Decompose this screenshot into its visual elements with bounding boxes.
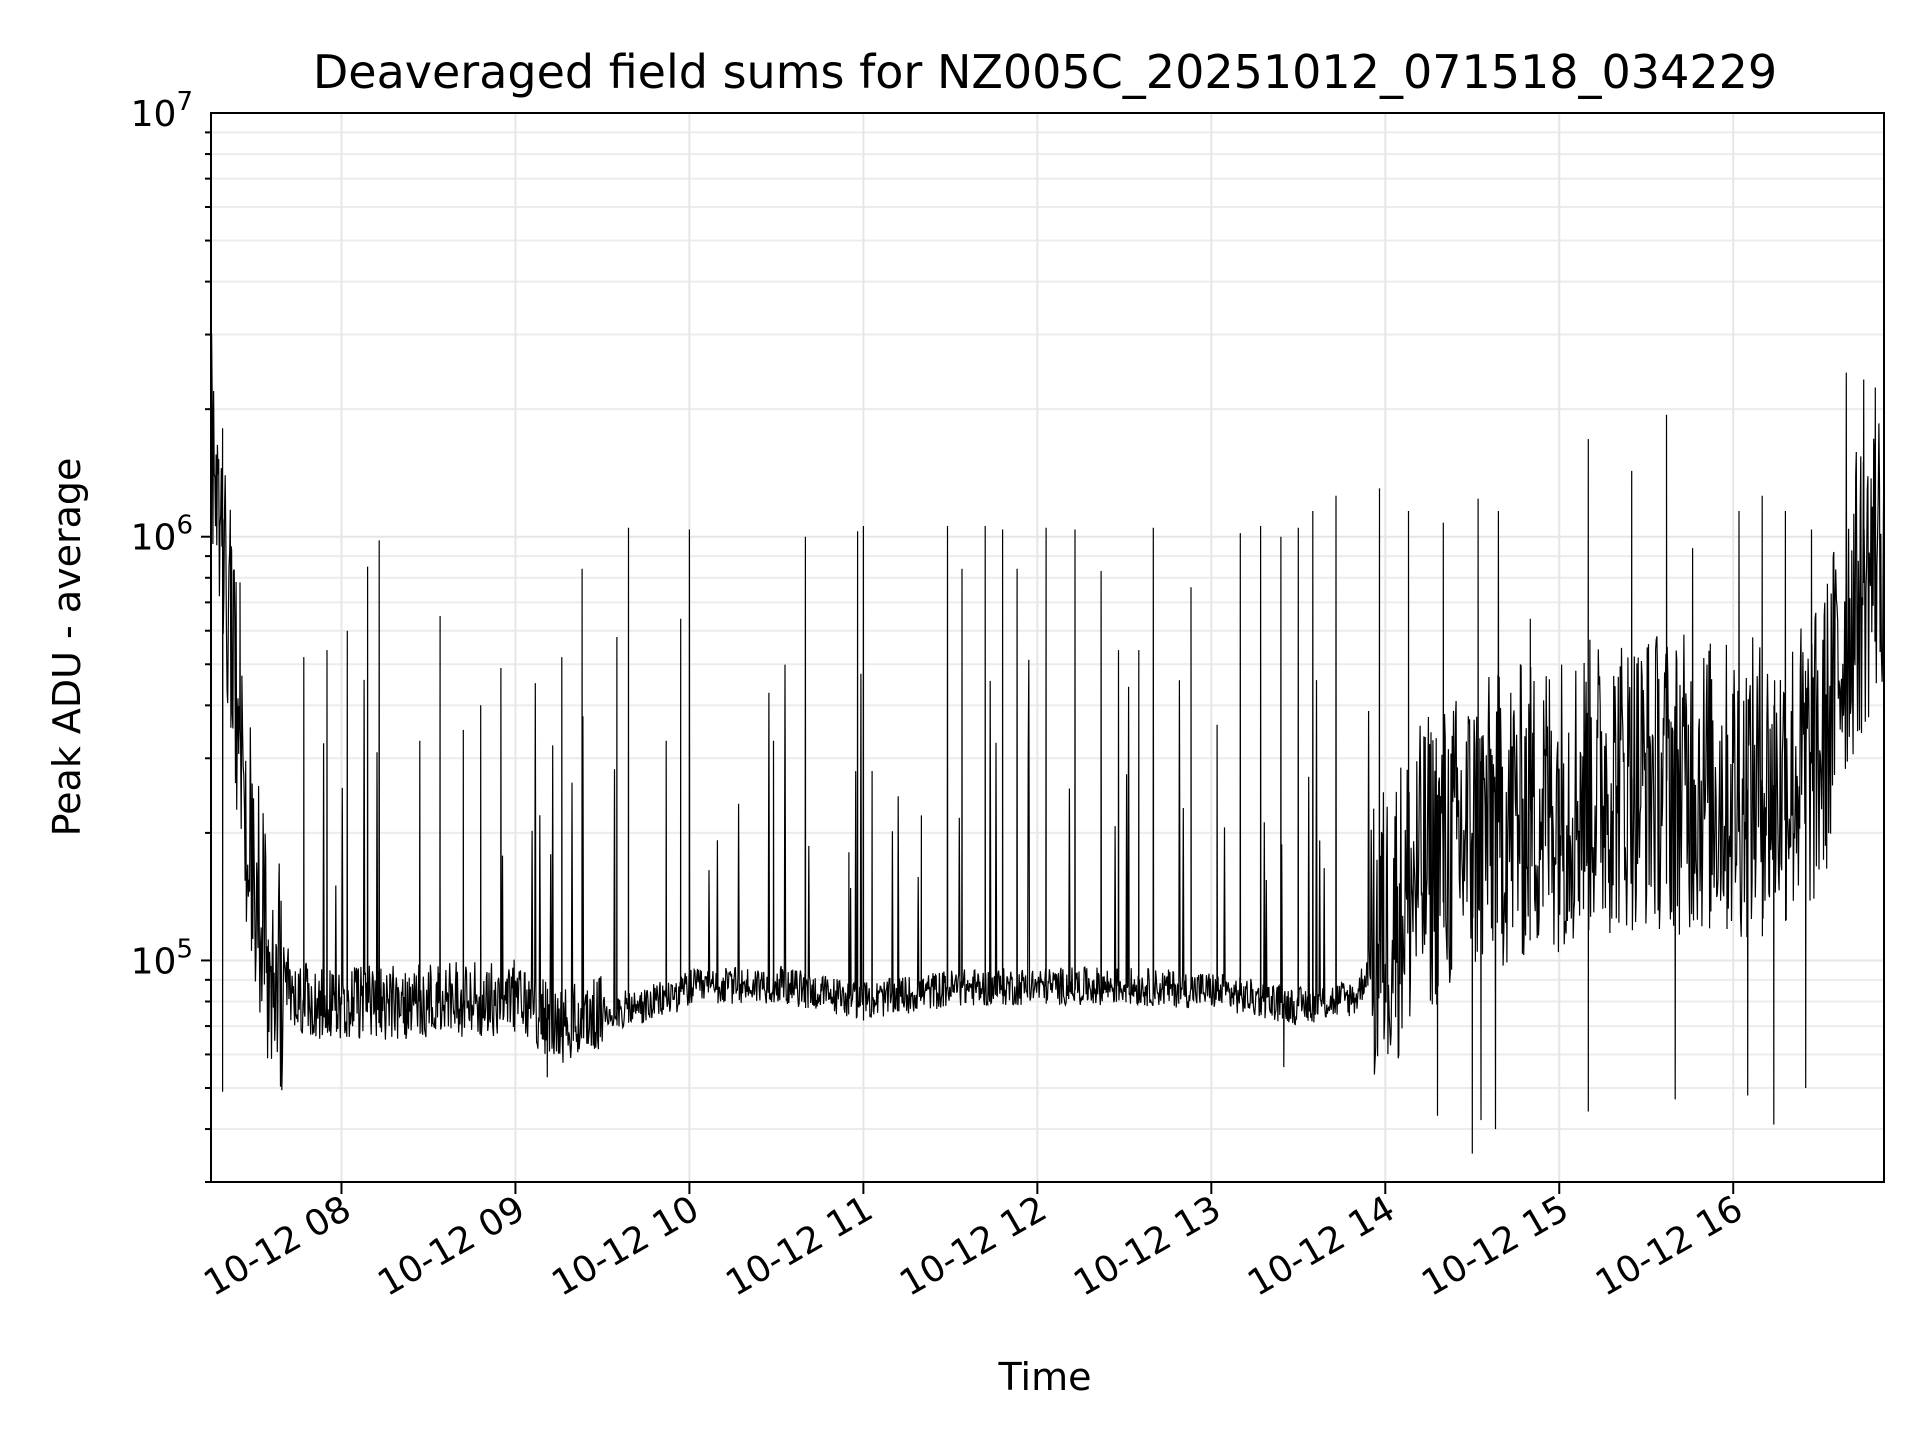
y-tick-label: 105 xyxy=(131,934,193,982)
x-tick-label: 10-12 12 xyxy=(893,1188,1054,1304)
x-axis-label: Time xyxy=(998,1355,1092,1399)
y-tick-base: 10 xyxy=(131,941,177,982)
x-axis-ticks: 10-12 08 10-12 09 10-12 10 10-12 11 10-12 12… xyxy=(197,1182,1750,1305)
y-tick-exponent: 6 xyxy=(176,511,193,541)
y-tick-exponent: 7 xyxy=(176,87,193,117)
y-tick-base: 10 xyxy=(131,518,177,559)
x-tick-label: 10-12 09 xyxy=(371,1188,532,1304)
y-tick-label: 106 xyxy=(131,511,193,559)
y-tick-label: 107 xyxy=(131,87,193,135)
chart-title: Deaveraged field sums for NZ005C_2025101… xyxy=(313,45,1777,99)
x-tick-label: 10-12 14 xyxy=(1241,1188,1402,1304)
x-tick-label: 10-12 13 xyxy=(1067,1188,1228,1304)
x-tick-label: 10-12 10 xyxy=(545,1188,706,1304)
plot-frame xyxy=(210,112,1885,1183)
y-tick-base: 10 xyxy=(131,94,177,135)
series-line xyxy=(210,333,1885,1154)
x-tick-label: 10-12 11 xyxy=(719,1188,880,1304)
y-axis-label: Peak ADU - average xyxy=(45,458,89,837)
data-series xyxy=(210,333,1885,1154)
x-tick-label: 10-12 16 xyxy=(1589,1188,1750,1304)
x-tick-label: 10-12 15 xyxy=(1415,1188,1576,1304)
x-tick-label: 10-12 08 xyxy=(197,1188,358,1304)
y-tick-exponent: 5 xyxy=(176,934,193,964)
